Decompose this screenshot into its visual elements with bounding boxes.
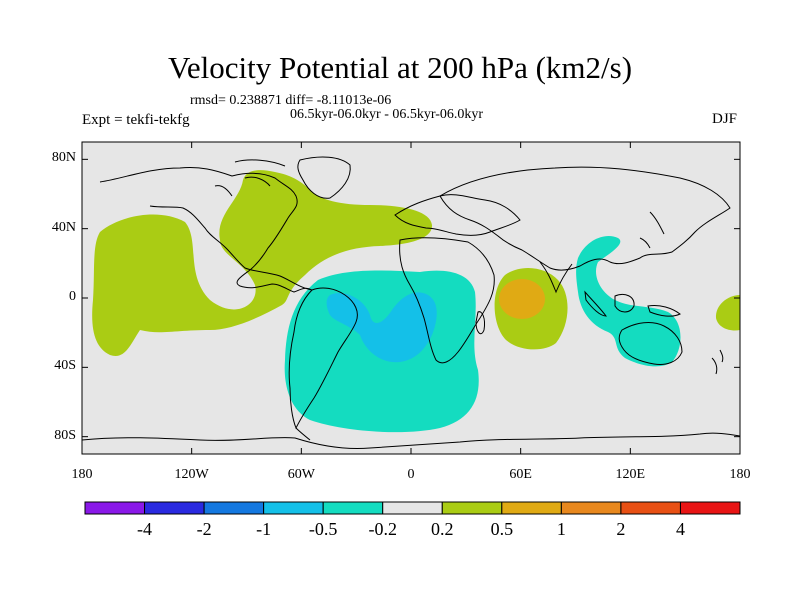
x-tick-label: 60W (287, 467, 315, 482)
colorbar-label: 0.5 (490, 519, 514, 539)
colorbar-swatch (620, 501, 681, 515)
contour-layer (82, 156, 740, 449)
experiment-label: Expt = tekfi-tekfg (82, 112, 190, 128)
colorbar-swatch (144, 501, 205, 515)
colorbar-label: -1 (256, 519, 272, 539)
colorbar-label: 0.2 (431, 519, 454, 539)
y-tick-label: 40N (51, 219, 76, 235)
colorbar-swatch (382, 501, 443, 515)
coastlines (82, 156, 740, 449)
x-tick-label: 120W (174, 467, 209, 482)
x-tick-label: 60E (509, 467, 532, 482)
coast-europe (394, 194, 521, 236)
positive-region-dateline (715, 295, 740, 331)
negative-strong-region-atlantic (326, 292, 437, 363)
coast-asia (439, 166, 731, 271)
coast-new-guinea (647, 305, 681, 317)
y-tick-label: 80N (51, 150, 76, 166)
season-label: DJF (712, 111, 738, 127)
colorbar-label: -0.2 (368, 519, 397, 539)
colorbar-swatch (501, 501, 562, 515)
colorbar-swatch (263, 501, 324, 515)
colorbar-swatch (203, 501, 265, 515)
coast-north-america (99, 167, 313, 293)
tick-marks (81, 142, 741, 454)
coast-antarctica (82, 432, 740, 449)
stats-label: rmsd= 0.238871 diff= -8.11013e-06 (190, 93, 392, 108)
coast-madagascar (475, 311, 485, 335)
plot-title: Velocity Potential at 200 hPa (km2/s) (167, 50, 633, 85)
coast-borneo (614, 293, 635, 313)
colorbar (84, 501, 741, 515)
coast-africa (399, 237, 495, 364)
colorbar-swatch (84, 501, 146, 515)
coast-antarctic-peninsula (295, 427, 311, 441)
coast-new-zealand (711, 349, 724, 375)
coast-greenland (297, 156, 351, 199)
coast-india (539, 261, 573, 294)
x-tick-label: 120E (615, 467, 646, 482)
coast-south-america (288, 287, 358, 430)
x-tick-label: 180 (729, 467, 751, 482)
positive-region-pacific (92, 170, 433, 356)
colorbar-label: -0.5 (308, 519, 338, 539)
y-tick-label: 80S (54, 427, 76, 443)
positive-strong-region-indian (499, 279, 545, 319)
colorbar-swatch (560, 501, 622, 515)
coast-japan (639, 211, 665, 249)
negative-region-indopacific (576, 236, 681, 367)
colorbar-swatch (441, 501, 503, 515)
colorbar-label: -2 (196, 519, 212, 539)
colorbar-swatch (679, 501, 741, 515)
x-tick-label: 0 (407, 467, 415, 482)
colorbar-label: 2 (616, 519, 626, 539)
x-tick-label: 180 (71, 467, 93, 482)
coast-arctic-islands (214, 159, 286, 197)
period-label: 06.5kyr-06.0kyr - 06.5kyr-06.0kyr (290, 107, 484, 122)
y-tick-label: 40S (54, 358, 76, 374)
y-tick-label: 0 (69, 289, 76, 304)
coast-sumatra (584, 290, 608, 317)
colorbar-swatch (322, 501, 384, 515)
colorbar-label: 4 (675, 519, 685, 539)
coast-australia (618, 322, 683, 365)
colorbar-label: 1 (556, 519, 566, 539)
colorbar-label: -4 (137, 519, 153, 539)
